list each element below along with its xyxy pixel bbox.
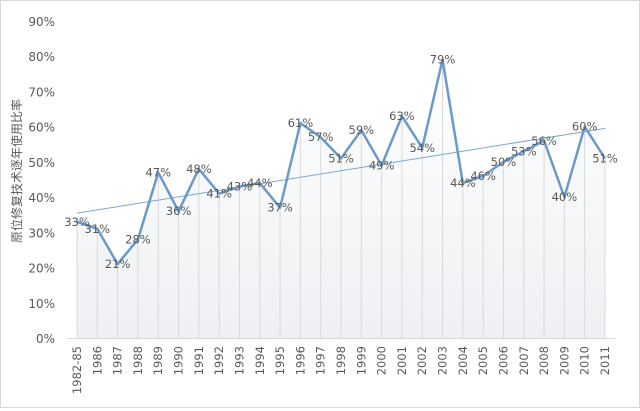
y-tick-label: 90% xyxy=(28,15,55,29)
data-label: 21% xyxy=(105,257,131,271)
x-tick-label: 1995 xyxy=(273,346,287,375)
x-tick-label: 1997 xyxy=(314,346,328,375)
data-label: 57% xyxy=(308,130,334,144)
data-label: 54% xyxy=(409,141,435,155)
x-tick-label: 2001 xyxy=(395,346,409,375)
x-tick-label: 2004 xyxy=(456,346,470,375)
data-label: 59% xyxy=(349,123,375,137)
y-tick-label: 70% xyxy=(28,85,55,99)
x-tick-label: 1992 xyxy=(212,346,226,375)
data-label: 51% xyxy=(328,151,354,165)
x-tick-label: 1991 xyxy=(192,346,206,375)
data-label: 56% xyxy=(531,134,557,148)
data-label: 51% xyxy=(592,151,618,165)
data-label: 44% xyxy=(450,176,476,190)
data-label: 33% xyxy=(64,215,90,229)
data-label: 44% xyxy=(247,176,273,190)
x-tick-label: 2003 xyxy=(436,346,450,375)
data-label: 79% xyxy=(430,53,456,67)
y-tick-label: 10% xyxy=(28,297,55,311)
x-tick-label: 1988 xyxy=(131,346,145,375)
series-line xyxy=(76,58,607,266)
x-tick-label: 2000 xyxy=(375,346,389,375)
y-tick-label: 0% xyxy=(36,332,55,346)
data-label: 46% xyxy=(470,169,496,183)
y-tick-label: 60% xyxy=(28,121,55,135)
data-label: 63% xyxy=(389,109,415,123)
x-tick-label: 2011 xyxy=(598,346,612,375)
data-label: 47% xyxy=(145,165,171,179)
data-label: 61% xyxy=(288,116,314,130)
data-label: 31% xyxy=(85,222,111,236)
x-tick-label: 1998 xyxy=(334,346,348,375)
data-label: 28% xyxy=(125,232,151,246)
data-label: 41% xyxy=(206,187,232,201)
data-label: 50% xyxy=(491,155,517,169)
x-tick-label: 1982-85 xyxy=(70,346,84,394)
x-tick-label: 1987 xyxy=(111,346,125,375)
y-axis-title: 原位修复技术逐年使用比率 xyxy=(9,99,24,243)
data-label: 40% xyxy=(552,190,578,204)
x-tick-label: 1996 xyxy=(293,346,307,375)
x-tick-label: 1994 xyxy=(253,346,267,375)
y-tick-label: 50% xyxy=(28,156,55,170)
data-label: 37% xyxy=(267,201,293,215)
x-tick-label: 2002 xyxy=(415,346,429,375)
data-label: 53% xyxy=(511,144,537,158)
x-tick-label: 2005 xyxy=(476,346,490,375)
data-label: 48% xyxy=(186,162,212,176)
x-tick-label: 1999 xyxy=(354,346,368,375)
x-tick-label: 2010 xyxy=(578,346,592,375)
data-label: 36% xyxy=(166,204,192,218)
y-tick-label: 30% xyxy=(28,226,55,240)
x-tick-label: 2006 xyxy=(496,346,510,375)
x-tick-label: 1989 xyxy=(151,346,165,375)
y-tick-label: 20% xyxy=(28,262,55,276)
data-label: 49% xyxy=(369,158,395,172)
x-tick-label: 1990 xyxy=(172,346,186,375)
x-tick-label: 2008 xyxy=(537,346,551,375)
trend-line xyxy=(76,127,606,214)
x-tick-label: 2007 xyxy=(517,346,531,375)
x-tick-label: 2009 xyxy=(557,346,571,375)
x-tick-label: 1993 xyxy=(232,346,246,375)
x-tick-label: 1986 xyxy=(90,346,104,375)
y-tick-label: 80% xyxy=(28,50,55,64)
data-label: 43% xyxy=(227,180,253,194)
y-tick-label: 40% xyxy=(28,191,55,205)
data-label: 60% xyxy=(572,120,598,134)
